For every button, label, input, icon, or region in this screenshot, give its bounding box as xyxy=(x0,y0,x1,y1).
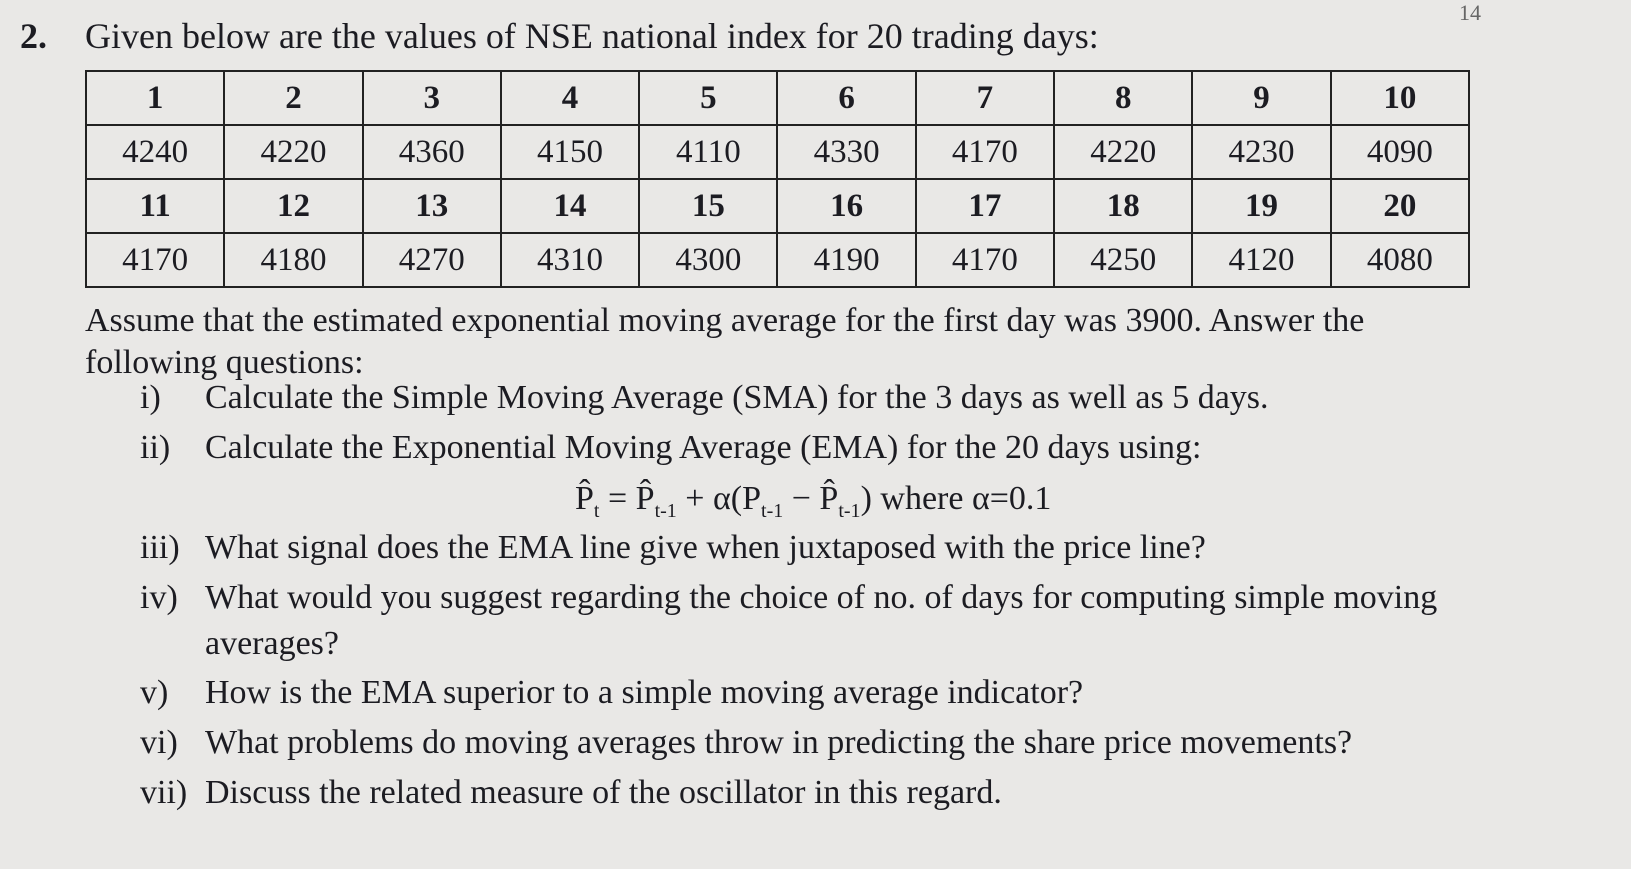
table-cell: 4190 xyxy=(776,232,917,288)
table-cell: 4330 xyxy=(776,124,917,180)
table-cell: 17 xyxy=(914,178,1056,234)
table-cell: 4220 xyxy=(1053,124,1194,180)
table-row: 11 12 13 14 15 16 17 18 19 20 xyxy=(84,178,1471,234)
formula: P̂t = P̂t-1 + α(Pt-1 − P̂t-1) where α=0.… xyxy=(575,480,1051,523)
table-cell: 14 xyxy=(499,178,641,234)
table-row: 4170 4180 4270 4310 4300 4190 4170 4250 4120 4080 xyxy=(84,232,1471,288)
table-cell: 16 xyxy=(776,178,917,234)
question-item: ii) Calculate the Exponential Moving Aver… xyxy=(140,425,1460,471)
item-label: vi) xyxy=(140,724,178,761)
table-cell: 4120 xyxy=(1191,232,1332,288)
formula-subscript: t xyxy=(593,499,600,522)
table-cell: 8 xyxy=(1053,70,1194,126)
item-text: Discuss the related measure of the oscil… xyxy=(205,774,1002,811)
table-cell: 4170 xyxy=(914,232,1056,288)
table-cell: 18 xyxy=(1053,178,1194,234)
item-text: What would you suggest regarding the cho… xyxy=(205,579,1438,662)
item-text: Calculate the Exponential Moving Average… xyxy=(205,429,1202,466)
formula-subscript: t-1 xyxy=(654,499,677,522)
question-item: iii) What signal does the EMA line give w… xyxy=(140,525,1460,571)
table-cell: 4170 xyxy=(84,232,226,288)
table-cell: 4270 xyxy=(361,232,502,288)
table-cell: 4 xyxy=(499,70,641,126)
table-cell: 4300 xyxy=(638,232,779,288)
formula-part: ) where α=0.1 xyxy=(860,480,1052,517)
index-table: 1 2 3 4 5 6 7 8 9 10 4240 4220 4360 4150 4110 4330 4170 4… xyxy=(84,70,1471,288)
question-item: v) How is the EMA superior to a simple mo… xyxy=(140,670,1460,716)
table-cell: 19 xyxy=(1191,178,1332,234)
item-label: ii) xyxy=(140,429,171,466)
item-text: How is the EMA superior to a simple movi… xyxy=(205,674,1084,711)
table-cell: 4170 xyxy=(914,124,1056,180)
table-cell: 12 xyxy=(223,178,364,234)
item-label: iv) xyxy=(140,579,178,616)
item-text: What problems do moving averages throw i… xyxy=(205,724,1353,761)
question-item: i) Calculate the Simple Moving Average (S… xyxy=(140,375,1460,421)
table-cell: 15 xyxy=(638,178,779,234)
formula-part: + α(P xyxy=(676,480,762,517)
table-cell: 4110 xyxy=(638,124,779,180)
table-cell: 4090 xyxy=(1329,124,1471,180)
table-cell: 6 xyxy=(776,70,917,126)
table-cell: 4360 xyxy=(361,124,502,180)
question-item: vi) What problems do moving averages thro… xyxy=(140,720,1460,766)
table-cell: 11 xyxy=(84,178,226,234)
question-intro: Given below are the values of NSE nation… xyxy=(85,16,1099,56)
table-cell: 4220 xyxy=(223,124,364,180)
table-cell: 9 xyxy=(1191,70,1332,126)
question-item: iv) What would you suggest regarding the … xyxy=(140,575,1460,667)
table-cell: 13 xyxy=(361,178,502,234)
item-label: i) xyxy=(140,379,161,416)
formula-part: P̂ xyxy=(575,480,594,517)
assumption: Assume that the estimated exponential mo… xyxy=(85,302,1365,381)
table-cell: 4150 xyxy=(499,124,641,180)
question-item: vii) Discuss the related measure of the o… xyxy=(140,770,1460,816)
formula-subscript: t-1 xyxy=(761,499,784,522)
table-cell: 1 xyxy=(84,70,226,126)
item-text: Calculate the Simple Moving Average (SMA… xyxy=(205,379,1269,416)
table-row: 4240 4220 4360 4150 4110 4330 4170 4220 4230 4090 xyxy=(84,124,1471,180)
table-cell: 4180 xyxy=(223,232,364,288)
item-label: vii) xyxy=(140,774,188,811)
table-cell: 4080 xyxy=(1329,232,1471,288)
table-cell: 2 xyxy=(223,70,364,126)
question-number: 2. xyxy=(20,16,47,56)
item-label: v) xyxy=(140,674,169,711)
table-cell: 20 xyxy=(1329,178,1471,234)
table-cell: 4230 xyxy=(1191,124,1332,180)
formula-part: − P̂ xyxy=(783,480,839,517)
table-cell: 4240 xyxy=(84,124,226,180)
item-label: iii) xyxy=(140,529,180,566)
table-cell: 7 xyxy=(914,70,1056,126)
table-cell: 3 xyxy=(361,70,502,126)
table-cell: 10 xyxy=(1329,70,1471,126)
page-number: 14 xyxy=(1459,0,1481,25)
table-cell: 4310 xyxy=(499,232,641,288)
formula-part: = P̂ xyxy=(599,480,655,517)
table-cell: 4250 xyxy=(1053,232,1194,288)
table-cell: 5 xyxy=(638,70,779,126)
item-text: What signal does the EMA line give when … xyxy=(205,529,1206,566)
table-row: 1 2 3 4 5 6 7 8 9 10 xyxy=(84,70,1471,126)
formula-subscript: t-1 xyxy=(838,499,861,522)
